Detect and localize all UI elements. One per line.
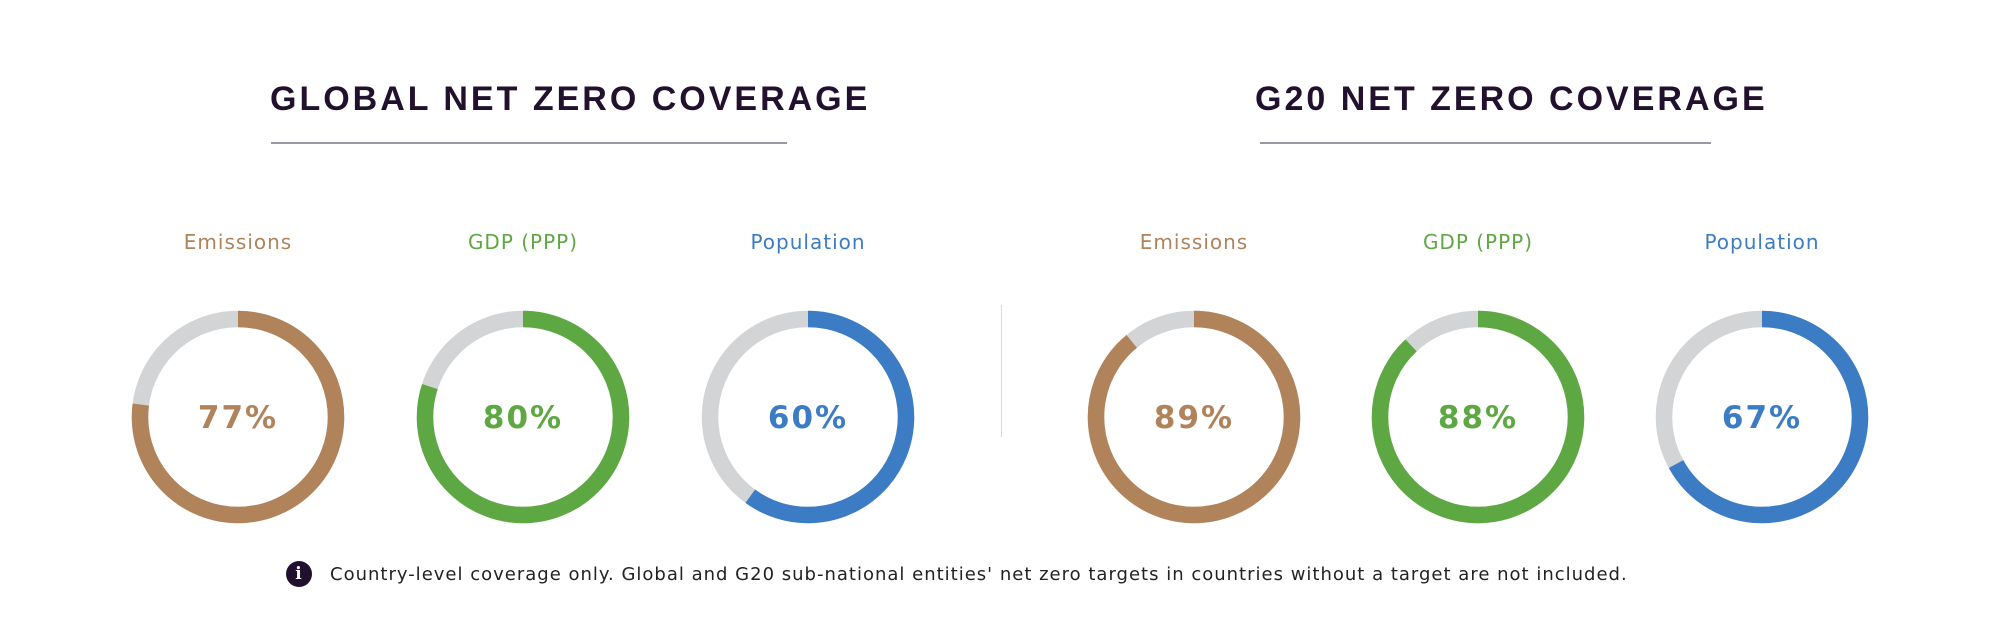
g20-gdp-ppp-label: GDP (PPP) <box>1422 230 1534 254</box>
section-divider <box>1001 305 1002 437</box>
global-population-value-label: 60% <box>768 400 848 436</box>
g20-title: G20 NET ZERO COVERAGE <box>1255 80 1768 118</box>
g20-emissions-label: Emissions <box>1139 230 1249 254</box>
g20-population-label: Population <box>1704 230 1820 254</box>
footnote: i Country-level coverage only. Global an… <box>286 561 1628 587</box>
footnote-text: Country-level coverage only. Global and … <box>330 563 1628 585</box>
global-population-label: Population <box>750 230 866 254</box>
g20-population-value-arc <box>1655 310 1869 524</box>
global-emissions-label: Emissions <box>183 230 293 254</box>
global-population-value-arc <box>701 310 915 524</box>
global-gdp-ppp-label: GDP (PPP) <box>467 230 579 254</box>
global-emissions-value-arc <box>131 310 345 524</box>
g20-gdp-ppp-value-arc <box>1371 310 1585 524</box>
g20-title-underline <box>1260 142 1711 144</box>
g20-emissions-value-arc <box>1087 310 1301 524</box>
g20-population-value-label: 67% <box>1722 400 1802 436</box>
info-icon: i <box>286 561 312 587</box>
g20-emissions-value-label: 89% <box>1154 400 1234 436</box>
global-title: GLOBAL NET ZERO COVERAGE <box>270 80 871 118</box>
global-emissions-value-label: 77% <box>198 400 278 436</box>
global-title-underline <box>271 142 787 144</box>
global-gdp-ppp-value-arc <box>416 310 630 524</box>
global-gdp-ppp-value-label: 80% <box>483 400 563 436</box>
g20-gdp-ppp-value-label: 88% <box>1438 400 1518 436</box>
